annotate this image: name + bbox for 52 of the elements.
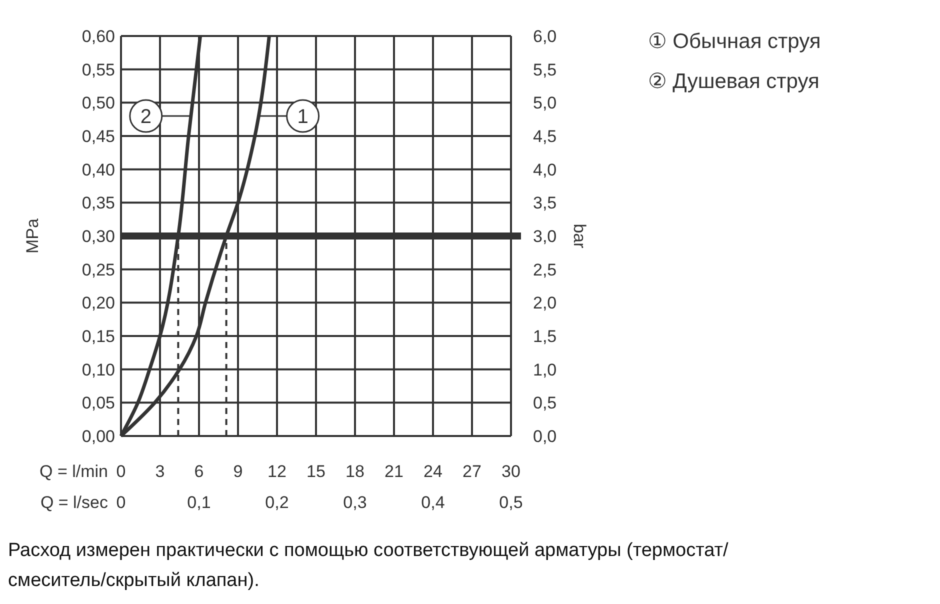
y-tick-label: 0,20 bbox=[82, 294, 115, 313]
y2-tick-label: 1,5 bbox=[533, 327, 557, 346]
y2-tick-label: 2,0 bbox=[533, 294, 557, 313]
x2-axis-title: Q = l/sec bbox=[40, 493, 108, 512]
y2-tick-label: 4,5 bbox=[533, 127, 557, 146]
y2-tick-label: 3,0 bbox=[533, 227, 557, 246]
y2-tick-label: 0,5 bbox=[533, 394, 557, 413]
y-axis-title: MPa bbox=[23, 218, 42, 254]
x2-tick-label: 0,1 bbox=[187, 493, 211, 512]
x2-tick-label: 0,3 bbox=[343, 493, 367, 512]
y2-tick-label: 1,0 bbox=[533, 360, 557, 380]
x2-tick-label: 0,5 bbox=[499, 493, 523, 512]
y2-axis-title: bar bbox=[570, 224, 589, 249]
y-tick-label: 0,40 bbox=[82, 160, 115, 180]
x-tick-label: 6 bbox=[194, 462, 204, 481]
y2-tick-label: 6,0 bbox=[533, 27, 557, 46]
x2-tick-label: 0 bbox=[116, 493, 126, 512]
y2-tick-label: 5,0 bbox=[533, 94, 557, 113]
x-tick-label: 15 bbox=[306, 462, 326, 481]
x-tick-label: 30 bbox=[502, 462, 520, 481]
y-tick-label: 0,55 bbox=[82, 60, 115, 80]
x-tick-label: 12 bbox=[268, 462, 286, 481]
x-tick-label: 3 bbox=[155, 462, 165, 481]
y-tick-label: 0,05 bbox=[82, 394, 115, 413]
x-tick-label: 24 bbox=[424, 462, 442, 481]
x2-tick-label: 0,4 bbox=[421, 493, 445, 512]
text: ② Душевая струя bbox=[648, 70, 820, 93]
x-axis-title: Q = l/min bbox=[40, 462, 108, 481]
text: Расход измерен практически с помощью соответствующей арматуры (термостат/смеситель/скрытый клапан). bbox=[8, 540, 729, 591]
x2-tick-label: 0,2 bbox=[265, 493, 289, 512]
x-tick-label: 18 bbox=[346, 462, 364, 481]
y2-tick-label: 2,5 bbox=[533, 260, 557, 280]
y-tick-label: 0,45 bbox=[82, 127, 115, 146]
y-tick-label: 0,15 bbox=[82, 327, 115, 346]
x-tick-label: 0 bbox=[116, 462, 126, 481]
x-tick-label: 21 bbox=[384, 462, 404, 481]
y2-tick-label: 5,5 bbox=[533, 60, 557, 80]
y2-tick-label: 0,0 bbox=[533, 427, 557, 446]
text: ① Обычная струя bbox=[648, 30, 821, 53]
y-tick-label: 0,25 bbox=[82, 260, 115, 280]
y-tick-label: 0,30 bbox=[82, 227, 115, 246]
y-tick-label: 0,00 bbox=[82, 427, 115, 446]
y-tick-label: 0,60 bbox=[82, 27, 115, 46]
x-tick-label: 9 bbox=[233, 462, 243, 481]
x-tick-label: 27 bbox=[462, 462, 482, 481]
y2-tick-label: 4,0 bbox=[533, 160, 557, 180]
annotation: 2 bbox=[140, 106, 152, 128]
annotation: 1 bbox=[297, 106, 308, 128]
y-tick-label: 0,10 bbox=[82, 360, 115, 380]
y2-tick-label: 3,5 bbox=[533, 194, 557, 213]
y-tick-label: 0,50 bbox=[82, 94, 115, 113]
y-tick-label: 0,35 bbox=[82, 194, 115, 213]
